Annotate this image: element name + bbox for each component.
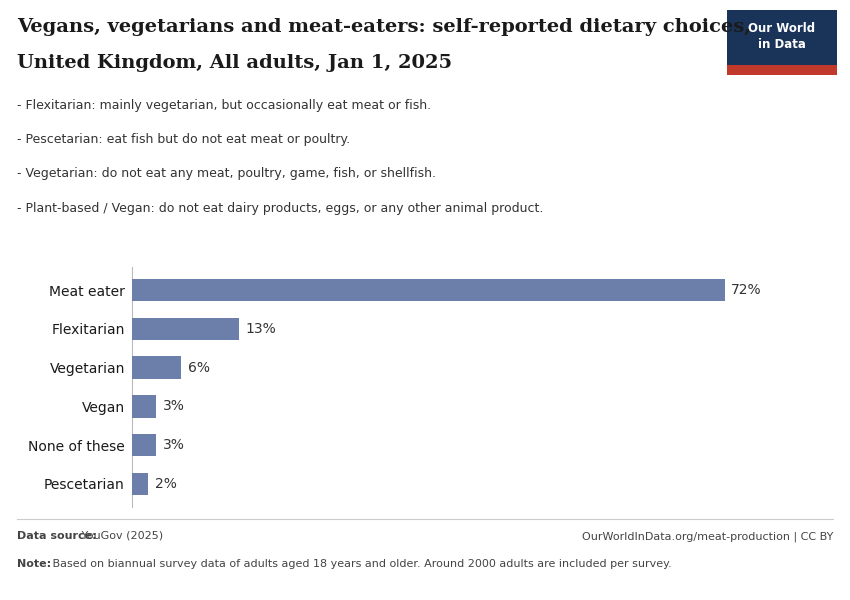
- Text: - Plant-based / Vegan: do not eat dairy products, eggs, or any other animal prod: - Plant-based / Vegan: do not eat dairy …: [17, 202, 543, 215]
- Text: 6%: 6%: [188, 361, 210, 374]
- Text: 3%: 3%: [163, 400, 185, 413]
- Bar: [132, 318, 239, 340]
- Bar: [132, 356, 181, 379]
- Bar: [132, 434, 156, 456]
- Bar: [132, 395, 156, 418]
- Text: United Kingdom, All adults, Jan 1, 2025: United Kingdom, All adults, Jan 1, 2025: [17, 54, 452, 72]
- Text: YouGov (2025): YouGov (2025): [78, 531, 163, 541]
- Text: OurWorldInData.org/meat-production | CC BY: OurWorldInData.org/meat-production | CC …: [581, 531, 833, 541]
- Text: - Vegetarian: do not eat any meat, poultry, game, fish, or shellfish.: - Vegetarian: do not eat any meat, poult…: [17, 167, 436, 181]
- Text: Data source:: Data source:: [17, 531, 97, 541]
- Text: Based on biannual survey data of adults aged 18 years and older. Around 2000 adu: Based on biannual survey data of adults …: [49, 559, 672, 569]
- Text: 13%: 13%: [246, 322, 276, 336]
- Bar: [132, 279, 724, 301]
- Text: - Pescetarian: eat fish but do not eat meat or poultry.: - Pescetarian: eat fish but do not eat m…: [17, 133, 350, 146]
- Text: Vegans, vegetarians and meat-eaters: self-reported dietary choices,: Vegans, vegetarians and meat-eaters: sel…: [17, 18, 751, 36]
- Text: 72%: 72%: [731, 283, 762, 297]
- Text: - Flexitarian: mainly vegetarian, but occasionally eat meat or fish.: - Flexitarian: mainly vegetarian, but oc…: [17, 99, 431, 112]
- Bar: [727, 65, 837, 75]
- Text: Our World
in Data: Our World in Data: [749, 22, 815, 50]
- Text: Note:: Note:: [17, 559, 51, 569]
- Text: 2%: 2%: [155, 477, 177, 491]
- Text: 3%: 3%: [163, 438, 185, 452]
- Bar: [132, 473, 148, 495]
